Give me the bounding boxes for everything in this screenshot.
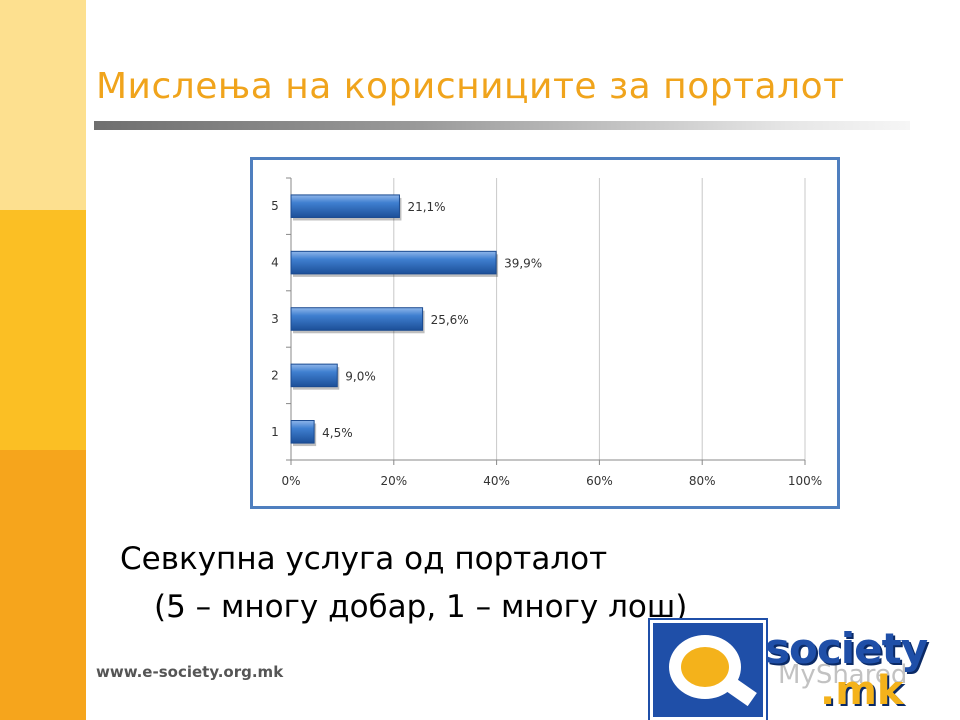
chart-caption: Севкупна услуга од порталот (5 – многу д… [120, 535, 687, 631]
bar-chart: 0% 20% 40% 60% 80% 100% 5 21,1% 4 39,9% 3 25,6% 2 9,0… [271, 177, 822, 488]
bar-3 [290, 307, 424, 331]
category-label: 5 [271, 199, 279, 213]
category-label: 3 [271, 312, 279, 326]
data-label: 25,6% [431, 313, 469, 327]
data-label: 39,9% [504, 257, 542, 271]
data-label: 4,5% [322, 426, 353, 440]
bars [290, 194, 499, 447]
watermark-text: MyShared [778, 660, 908, 690]
x-tick-label: 80% [689, 474, 716, 488]
logo-mk-text: .mk [820, 668, 904, 714]
data-label: 9,0% [345, 369, 376, 383]
bar-2 [290, 363, 338, 388]
caption-line-1: Севкупна услуга од порталот [120, 541, 608, 577]
chart-frame: 0% 20% 40% 60% 80% 100% 5 21,1% 4 39,9% 3 25,6% 2 9,0… [250, 157, 840, 509]
footer-url: www.e-society.org.mk [96, 663, 284, 681]
data-label: 21,1% [407, 200, 445, 214]
x-tick-label: 40% [483, 474, 510, 488]
category-label: 4 [271, 256, 279, 270]
bar-5 [290, 194, 400, 218]
caption-line-2: (5 – многу добар, 1 – многу лош) [154, 589, 688, 625]
labels: 0% 20% 40% 60% 80% 100% 5 21,1% 4 39,9% 3 25,6% 2 9,0… [271, 199, 822, 488]
side-stripe-top [0, 0, 86, 210]
side-stripe-middle [0, 210, 86, 450]
e-society-logo: MyShared society .mk [650, 620, 950, 720]
bar-1 [290, 420, 315, 444]
category-label: 2 [271, 368, 279, 382]
title-underline [94, 121, 910, 130]
bar-4 [290, 250, 497, 275]
x-tick-label: 60% [586, 474, 613, 488]
slide-title: Мислења на корисниците за порталот [96, 66, 845, 107]
x-tick-label: 20% [380, 474, 407, 488]
side-stripe-bottom [0, 450, 86, 720]
category-label: 1 [271, 425, 279, 439]
logo-society-text: society [765, 624, 928, 673]
logo-e-icon [650, 620, 766, 720]
x-tick-label: 100% [788, 474, 822, 488]
x-tick-label: 0% [281, 474, 300, 488]
